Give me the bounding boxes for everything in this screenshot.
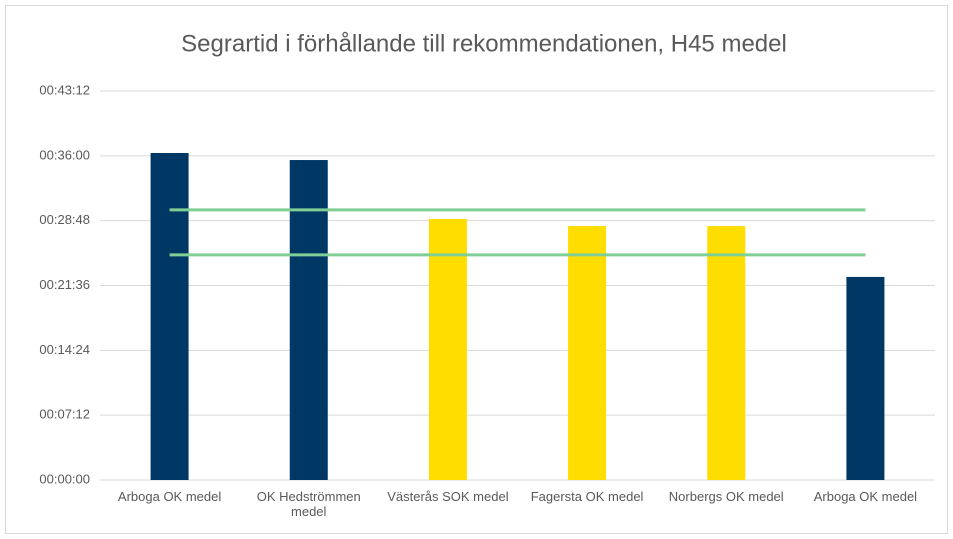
y-tick-label: 00:43:12 [39, 82, 90, 97]
x-tick-label: Norbergs OK medel [668, 489, 784, 504]
y-tick-label: 00:00:00 [39, 471, 90, 486]
y-tick-label: 00:36:00 [39, 147, 90, 162]
x-tick-label: Arboga OK medel [117, 489, 222, 504]
x-tick-label: OK Hedströmmen medel [256, 489, 361, 519]
bar [428, 219, 467, 481]
bar [150, 152, 189, 480]
chart-border [5, 5, 948, 534]
y-tick-label: 00:07:12 [39, 407, 90, 422]
bar [568, 226, 607, 480]
bar [707, 226, 746, 480]
x-tick-label: Västerås SOK medel [387, 489, 509, 504]
bar [289, 160, 328, 480]
x-tick-label: Arboga OK medel [813, 489, 918, 504]
chart-title: Segrartid i förhållande till rekommendat… [181, 30, 787, 57]
y-tick-label: 00:14:24 [39, 342, 90, 357]
y-tick-label: 00:28:48 [39, 212, 90, 227]
x-tick-label: Fagersta OK medel [530, 489, 644, 504]
bar [846, 276, 885, 480]
y-tick-label: 00:21:36 [39, 277, 90, 292]
